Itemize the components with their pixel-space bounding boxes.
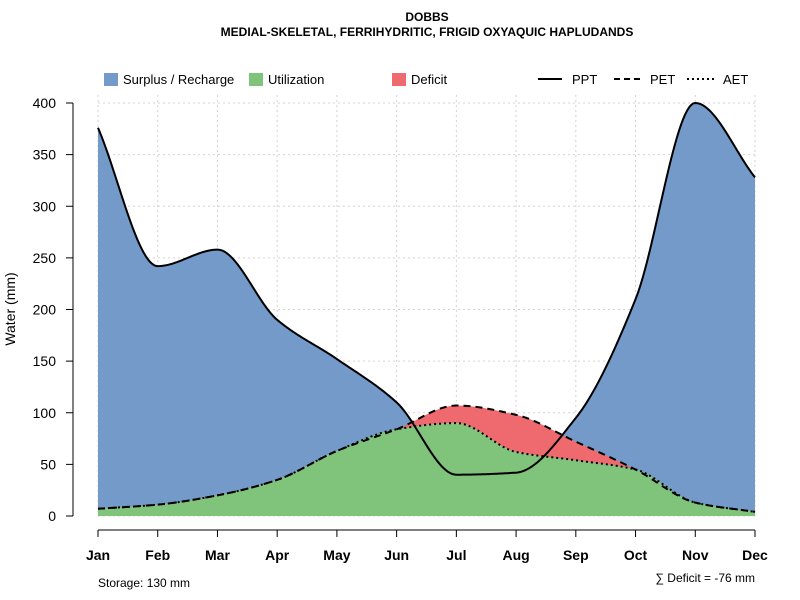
legend-label-ppt: PPT (572, 72, 597, 87)
storage-note: Storage: 130 mm (98, 576, 190, 590)
area-utilization (98, 423, 755, 516)
x-tick-label-jun: Jun (384, 547, 409, 563)
x-tick-label-apr: Apr (265, 547, 290, 563)
legend-label-aet: AET (723, 72, 748, 87)
series-line-pet (97, 404, 756, 513)
deficit-total-note: ∑ Deficit = -76 mm (655, 571, 755, 585)
legend-label-deficit: Deficit (411, 72, 448, 87)
legend-swatch-surplus (104, 73, 118, 86)
area-surplus-recharge (98, 103, 755, 516)
legend-label-utilization: Utilization (268, 72, 324, 87)
legend-label-pet: PET (650, 72, 675, 87)
y-tick-label: 400 (33, 95, 57, 111)
y-tick-label: 150 (33, 353, 57, 369)
chart-title: DOBBS (405, 10, 448, 24)
chart-subtitle: MEDIAL-SKELETAL, FERRIHYDRITIC, FRIGID O… (221, 25, 634, 39)
legend-swatch-deficit (392, 73, 406, 86)
area-fills (98, 103, 755, 516)
x-tick-label-jul: Jul (446, 547, 466, 563)
x-tick-label-sep: Sep (563, 547, 589, 563)
y-tick-label: 300 (33, 198, 57, 214)
y-tick-label: 50 (40, 456, 56, 472)
x-tick-label-jan: Jan (86, 547, 110, 563)
x-axis-ticks: Jan Feb Mar Apr May Jun Jul Aug Sep Oct Nov Dec (86, 529, 768, 563)
y-tick-label: 100 (33, 405, 57, 421)
y-tick-label: 250 (33, 250, 57, 266)
y-axis-label: Water (mm) (2, 272, 18, 345)
x-tick-label-feb: Feb (145, 547, 170, 563)
x-tick-label-nov: Nov (682, 547, 709, 563)
y-tick-label: 350 (33, 147, 57, 163)
legend-swatch-utilization (249, 73, 263, 86)
x-tick-label-may: May (323, 547, 350, 563)
x-tick-label-aug: Aug (502, 547, 529, 563)
x-tick-label-oct: Oct (624, 547, 648, 563)
series-line-ppt (97, 102, 756, 476)
y-axis-ticks: 0 50 100 150 200 250 300 350 400 (33, 95, 73, 524)
legend-label-surplus: Surplus / Recharge (123, 72, 234, 87)
y-tick-label: 0 (48, 508, 56, 524)
legend: Surplus / Recharge Utilization Deficit P… (104, 72, 748, 87)
series-lines (97, 102, 756, 513)
x-tick-label-dec: Dec (742, 547, 768, 563)
x-tick-label-mar: Mar (205, 547, 230, 563)
y-tick-label: 200 (33, 302, 57, 318)
